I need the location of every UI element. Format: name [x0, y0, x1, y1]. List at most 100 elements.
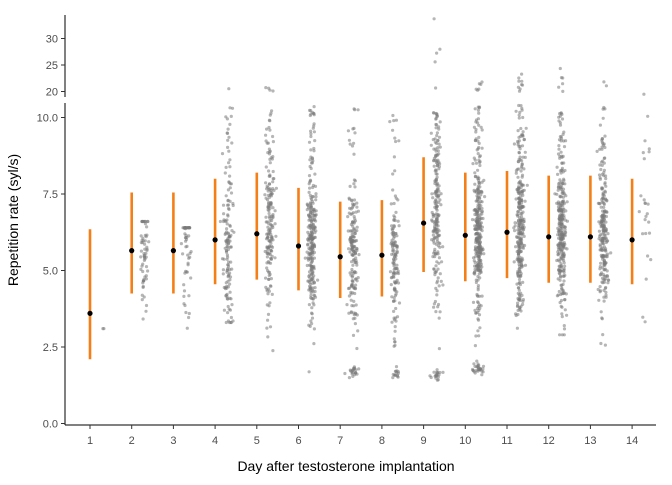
data-point: [394, 306, 398, 311]
data-point: [269, 241, 273, 245]
data-point: [348, 229, 353, 233]
data-point: [603, 286, 608, 290]
data-point: [513, 221, 517, 225]
data-point: [517, 281, 521, 285]
data-point: [474, 210, 478, 215]
data-point: [223, 285, 228, 289]
data-point: [353, 185, 357, 189]
data-point: [432, 17, 436, 21]
data-point: [226, 263, 230, 267]
data-point: [600, 186, 604, 190]
data-point: [264, 215, 268, 219]
data-point: [227, 234, 232, 238]
data-point: [274, 186, 278, 190]
data-point: [522, 234, 526, 238]
data-point: [266, 292, 270, 296]
data-point: [225, 292, 229, 296]
data-point: [226, 304, 230, 309]
data-point: [269, 190, 273, 194]
data-point: [519, 169, 523, 173]
data-point: [142, 258, 146, 262]
data-point: [263, 193, 267, 197]
x-tick-label: 2: [129, 435, 135, 447]
data-point: [429, 131, 433, 135]
data-point: [227, 161, 231, 165]
data-point: [604, 274, 608, 278]
data-point: [555, 201, 559, 205]
data-point: [273, 209, 277, 213]
data-point: [558, 333, 562, 337]
data-point: [266, 208, 270, 212]
data-point: [480, 209, 484, 214]
data-point: [267, 277, 271, 281]
data-point: [266, 225, 270, 229]
data-point: [182, 289, 187, 293]
data-point: [639, 194, 643, 198]
data-point: [429, 143, 433, 147]
data-point: [515, 326, 520, 330]
data-point: [514, 109, 518, 113]
data-point: [307, 370, 311, 374]
data-point: [433, 140, 437, 144]
data-point: [228, 158, 232, 162]
data-point: [312, 243, 317, 247]
x-tick-label: 10: [459, 435, 471, 447]
data-point: [563, 230, 567, 234]
data-point: [557, 138, 562, 142]
data-point: [562, 333, 566, 337]
data-point: [598, 163, 602, 167]
data-point: [481, 364, 486, 368]
data-point: [478, 233, 482, 237]
data-point: [598, 233, 602, 237]
data-point: [225, 227, 229, 231]
data-point: [143, 247, 147, 251]
x-tick-label: 12: [543, 435, 555, 447]
data-point: [479, 247, 483, 251]
data-point: [312, 342, 316, 346]
data-point: [479, 262, 483, 266]
data-point: [437, 241, 441, 245]
data-point: [316, 278, 320, 282]
data-point: [434, 310, 438, 314]
data-point: [558, 259, 562, 263]
data-point: [560, 248, 565, 252]
data-point: [644, 277, 648, 281]
data-point: [519, 274, 523, 278]
data-point: [480, 373, 484, 377]
data-point: [561, 195, 566, 199]
mean-point: [212, 237, 218, 243]
data-point: [602, 80, 606, 84]
data-point: [560, 229, 564, 233]
data-point: [271, 177, 275, 181]
data-point: [182, 294, 186, 298]
data-point: [476, 221, 480, 225]
data-point: [441, 283, 445, 287]
data-point: [391, 188, 395, 192]
data-point: [271, 89, 275, 93]
data-point: [520, 232, 524, 236]
data-point: [271, 349, 275, 353]
data-point: [267, 211, 271, 216]
data-point: [355, 225, 359, 229]
data-point: [228, 186, 232, 190]
data-point: [437, 152, 441, 156]
data-point: [393, 244, 397, 248]
data-point: [264, 133, 268, 137]
data-point: [560, 315, 564, 319]
data-point: [348, 206, 352, 210]
data-point: [348, 238, 352, 242]
data-point: [310, 272, 314, 276]
data-point: [348, 184, 352, 188]
data-point: [520, 108, 524, 112]
data-point: [354, 210, 358, 214]
data-point: [267, 270, 271, 274]
data-point: [144, 265, 149, 269]
data-point: [309, 247, 313, 251]
data-point: [141, 236, 145, 240]
data-point: [434, 199, 438, 203]
data-point: [355, 205, 359, 209]
data-point: [357, 253, 361, 257]
data-point: [268, 261, 273, 265]
data-point: [348, 271, 352, 275]
y-tick-label: 20: [46, 87, 58, 99]
